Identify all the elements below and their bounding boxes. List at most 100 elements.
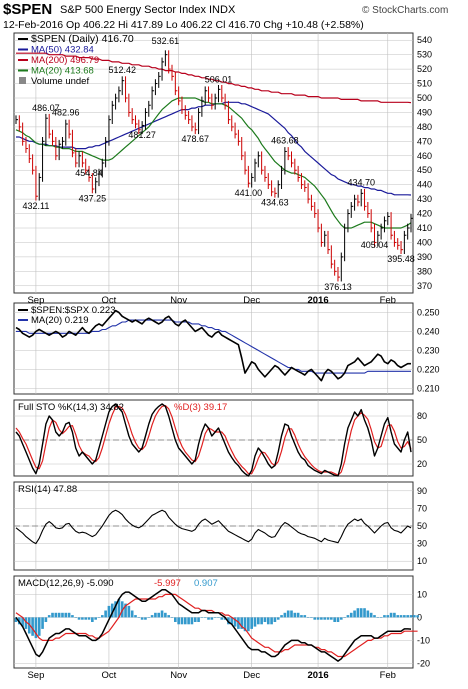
macd-hist-bar bbox=[27, 617, 31, 634]
macd-hist-bar bbox=[54, 612, 58, 618]
y-tick-label-4-1: -10 bbox=[417, 635, 430, 645]
macd-hist-bar bbox=[193, 617, 197, 622]
macd-hist-bar bbox=[64, 612, 68, 618]
macd-hist-bar bbox=[396, 615, 400, 618]
x-tick-label-0-2: Nov bbox=[170, 295, 187, 306]
macd-hist-bar bbox=[51, 612, 54, 618]
macd-hist-bar bbox=[220, 617, 224, 620]
macd-hist-bar bbox=[326, 617, 330, 620]
macd-hist-bar bbox=[190, 617, 194, 625]
x-tick-label-1-2: Nov bbox=[170, 670, 187, 681]
macd-hist-bar bbox=[144, 617, 147, 620]
macd-hist-bar bbox=[174, 617, 177, 622]
y-tick-label-0-8: 450 bbox=[417, 165, 432, 175]
price-annotation-3: 486.07 bbox=[32, 103, 60, 113]
y-tick-label-2-2: 80 bbox=[417, 411, 427, 421]
macd-hist-bar bbox=[286, 610, 290, 618]
macd-hist-bar bbox=[260, 617, 263, 625]
macd-hist-bar bbox=[343, 617, 346, 618]
macd-hist-bar bbox=[14, 617, 18, 622]
y-tick-label-1-2: 0.230 bbox=[417, 345, 440, 355]
macd-hist-bar bbox=[127, 605, 131, 618]
x-tick-label-1-4: 2016 bbox=[307, 670, 328, 681]
macd-hist-bar bbox=[393, 612, 396, 618]
macd-hist-bar bbox=[34, 617, 38, 639]
macd-hist-bar bbox=[107, 605, 111, 618]
macd-hist-bar bbox=[369, 612, 373, 618]
x-tick-label-0-0: Sep bbox=[27, 295, 44, 306]
macd-hist-bar bbox=[413, 615, 416, 618]
x-tick-label-1-1: Oct bbox=[102, 670, 117, 681]
macd-hist-bar bbox=[154, 612, 157, 618]
macd-hist-bar bbox=[270, 617, 273, 625]
macd-hist-bar bbox=[187, 617, 190, 625]
y-tick-label-0-4: 410 bbox=[417, 223, 432, 233]
price-ma-line-1 bbox=[16, 101, 412, 196]
y-tick-label-3-1: 30 bbox=[417, 539, 427, 549]
macd-hist-bar bbox=[100, 615, 104, 618]
macd-hist-bar bbox=[170, 617, 174, 618]
macd-hist-bar bbox=[137, 617, 141, 618]
y-tick-label-0-12: 490 bbox=[417, 107, 432, 117]
y-tick-label-0-13: 500 bbox=[417, 93, 432, 103]
macd-hist-bar bbox=[263, 617, 267, 622]
sto-d-line bbox=[15, 405, 412, 476]
macd-hist-bar bbox=[177, 617, 180, 625]
price-annotation-9: 441.00 bbox=[235, 188, 263, 198]
macd-hist-bar bbox=[313, 617, 317, 620]
y-tick-label-1-4: 0.250 bbox=[417, 307, 440, 317]
y-tick-label-4-0: -20 bbox=[417, 658, 430, 668]
price-legend-4: Volume undef bbox=[31, 76, 89, 87]
macd-hist-bar bbox=[197, 617, 200, 622]
macd-hist-bar bbox=[253, 617, 257, 627]
x-tick-label-1-5: Feb bbox=[380, 670, 396, 681]
macd-hist-bar bbox=[147, 617, 151, 618]
macd-hist-bar bbox=[203, 617, 207, 618]
macd-hist-bar bbox=[61, 612, 64, 618]
price-legend-1: MA(50) 432.84 bbox=[31, 45, 94, 56]
x-tick-label-1-3: Dec bbox=[243, 670, 260, 681]
macd-hist-bar bbox=[296, 612, 300, 618]
macd-hist-bar bbox=[217, 617, 220, 618]
x-tick-label-0-1: Oct bbox=[102, 295, 117, 306]
price-annotation-1: 512.42 bbox=[108, 65, 136, 75]
macd-hist-bar bbox=[316, 617, 320, 620]
x-tick-label-0-3: Dec bbox=[243, 295, 260, 306]
y-tick-label-0-9: 460 bbox=[417, 151, 432, 161]
macd-hist-bar bbox=[273, 617, 277, 622]
price-annotation-16: 376.13 bbox=[324, 282, 352, 292]
macd-hist-bar bbox=[57, 612, 61, 618]
macd-hist-bar bbox=[31, 617, 34, 636]
macd-hist-bar bbox=[237, 617, 240, 629]
macd-hist-bar bbox=[280, 615, 283, 618]
macd-legend-signal: -5.997 bbox=[154, 578, 181, 589]
macd-hist-bar bbox=[44, 617, 48, 622]
y-tick-label-0-3: 400 bbox=[417, 237, 432, 247]
macd-hist-bar bbox=[379, 617, 383, 618]
macd-hist-bar bbox=[383, 615, 386, 618]
macd-hist-bar bbox=[21, 617, 24, 627]
x-tick-label-0-4: 2016 bbox=[307, 295, 328, 306]
macd-hist-bar bbox=[117, 599, 121, 618]
y-tick-label-2-0: 20 bbox=[417, 459, 427, 469]
price-annotation-15: 395.48 bbox=[387, 254, 415, 264]
macd-hist-bar bbox=[134, 615, 137, 618]
macd-hist-bar bbox=[250, 617, 253, 629]
y-tick-label-0-10: 470 bbox=[417, 136, 432, 146]
price-annotation-6: 478.67 bbox=[181, 134, 209, 144]
macd-hist-bar bbox=[124, 603, 127, 618]
macd-hist-bar bbox=[47, 615, 51, 618]
macd-hist-bar bbox=[247, 617, 250, 632]
macd-hist-bar bbox=[416, 615, 419, 618]
price-ma-line-2 bbox=[16, 52, 412, 104]
y-tick-label-0-1: 380 bbox=[417, 266, 432, 276]
macd-hist-bar bbox=[41, 617, 44, 629]
y-tick-label-1-0: 0.210 bbox=[417, 383, 440, 393]
macd-legend-hist: 0.907 bbox=[194, 578, 218, 589]
macd-hist-bar bbox=[336, 617, 340, 622]
y-tick-label-3-4: 90 bbox=[417, 486, 427, 496]
price-annotation-12: 434.63 bbox=[261, 197, 289, 207]
macd-hist-bar bbox=[356, 608, 360, 618]
